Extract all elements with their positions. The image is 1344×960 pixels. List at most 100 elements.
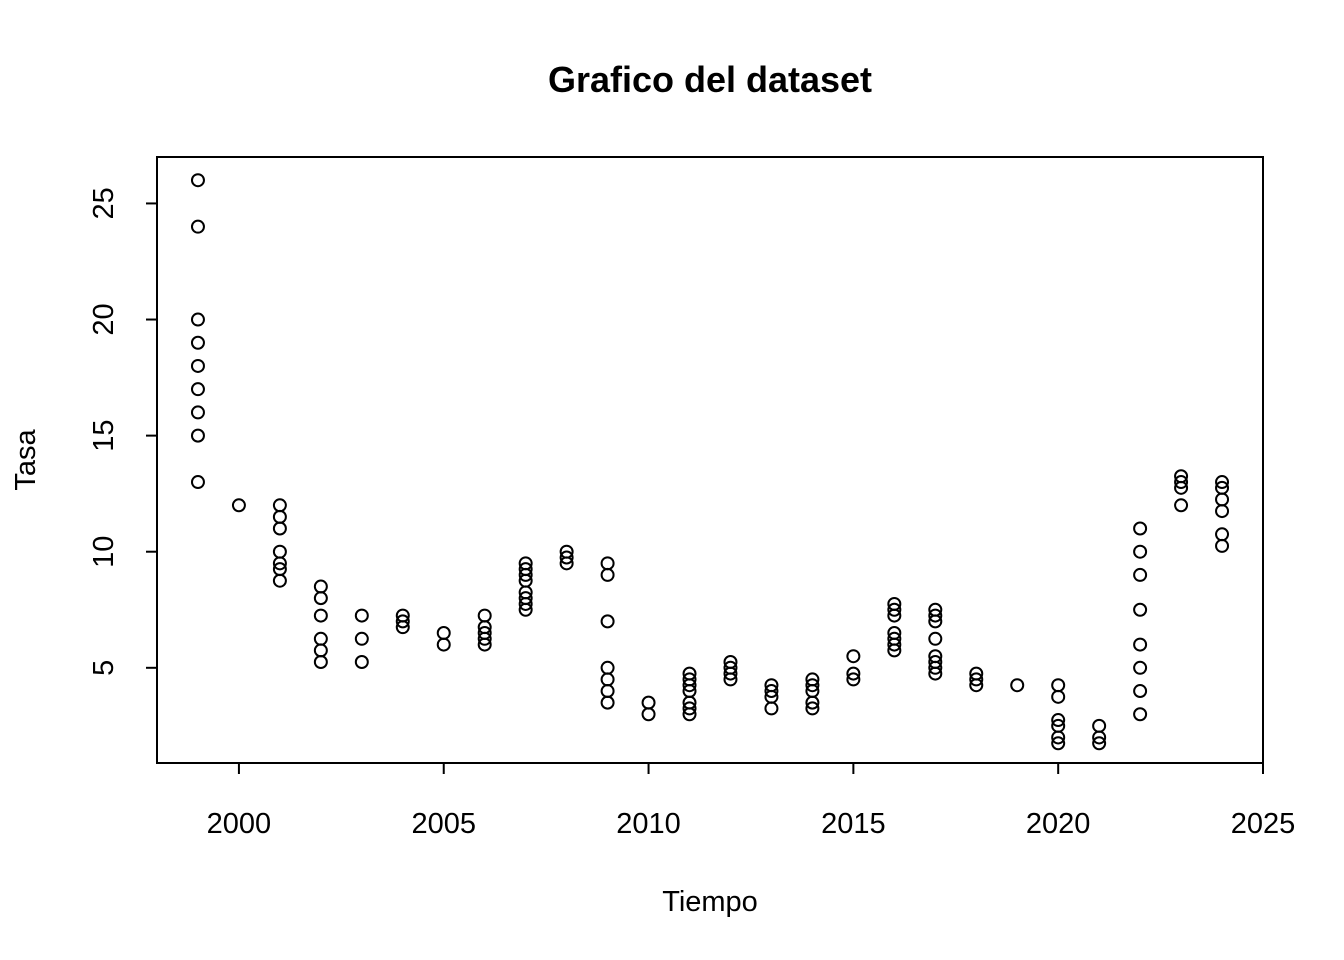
data-point bbox=[600, 556, 615, 571]
data-point bbox=[805, 701, 820, 716]
data-point bbox=[1174, 498, 1189, 513]
data-point bbox=[1051, 678, 1066, 693]
data-point bbox=[1215, 527, 1230, 542]
data-point bbox=[272, 498, 287, 513]
data-point bbox=[190, 173, 205, 188]
y-tick-label: 25 bbox=[88, 187, 120, 219]
data-point bbox=[190, 428, 205, 443]
x-axis: 2000 2005 2010 2015 2020 2025 bbox=[207, 762, 1295, 840]
data-point bbox=[1092, 730, 1107, 745]
data-point bbox=[272, 521, 287, 536]
data-point bbox=[231, 498, 246, 513]
y-axis: 5 10 15 20 25 bbox=[88, 187, 158, 676]
data-point bbox=[1174, 480, 1189, 495]
data-point bbox=[1215, 504, 1230, 519]
x-tick-label: 2010 bbox=[616, 808, 681, 840]
data-point bbox=[1174, 475, 1189, 490]
y-tick-label: 5 bbox=[88, 660, 120, 676]
data-point bbox=[1051, 730, 1066, 745]
data-point bbox=[1092, 718, 1107, 733]
data-point bbox=[1133, 707, 1148, 722]
data-point bbox=[313, 643, 328, 658]
data-point bbox=[928, 666, 943, 681]
data-points bbox=[190, 173, 1230, 751]
data-point bbox=[190, 382, 205, 397]
data-point bbox=[887, 608, 902, 623]
data-point bbox=[1133, 684, 1148, 699]
data-point bbox=[190, 312, 205, 327]
data-point bbox=[1133, 567, 1148, 582]
data-point bbox=[682, 678, 697, 693]
y-tick-label: 10 bbox=[88, 536, 120, 568]
data-point bbox=[1051, 689, 1066, 704]
data-point bbox=[682, 701, 697, 716]
data-point bbox=[272, 573, 287, 588]
data-point bbox=[190, 219, 205, 234]
data-point bbox=[723, 666, 738, 681]
data-point bbox=[1215, 475, 1230, 490]
data-point bbox=[887, 637, 902, 652]
data-point bbox=[518, 596, 533, 611]
data-point bbox=[1215, 538, 1230, 553]
data-point bbox=[190, 335, 205, 350]
data-point bbox=[928, 608, 943, 623]
data-point bbox=[846, 666, 861, 681]
data-point bbox=[600, 567, 615, 582]
data-point bbox=[1133, 660, 1148, 675]
data-point bbox=[354, 631, 369, 646]
data-point bbox=[436, 637, 451, 652]
data-point bbox=[1133, 544, 1148, 559]
data-point bbox=[190, 358, 205, 373]
data-point bbox=[641, 707, 656, 722]
y-tick-label: 20 bbox=[88, 303, 120, 335]
data-point bbox=[1133, 602, 1148, 617]
chart-title: Grafico del dataset bbox=[548, 59, 872, 100]
data-point bbox=[313, 631, 328, 646]
data-point bbox=[600, 660, 615, 675]
x-axis-label: Tiempo bbox=[662, 886, 758, 918]
y-axis-label: Tasa bbox=[10, 429, 42, 491]
data-point bbox=[559, 556, 574, 571]
data-point bbox=[272, 509, 287, 524]
data-point bbox=[969, 678, 984, 693]
data-point bbox=[805, 678, 820, 693]
data-point bbox=[272, 544, 287, 559]
data-point bbox=[641, 695, 656, 710]
plot-frame bbox=[156, 156, 1264, 764]
data-point bbox=[600, 684, 615, 699]
data-point bbox=[354, 655, 369, 669]
data-point bbox=[1133, 637, 1148, 652]
data-point bbox=[600, 695, 615, 710]
data-point bbox=[1051, 736, 1066, 751]
data-point bbox=[518, 567, 533, 582]
data-point bbox=[1010, 678, 1025, 693]
y-tick-label: 15 bbox=[88, 419, 120, 451]
x-tick-label: 2020 bbox=[1026, 808, 1091, 840]
data-point bbox=[477, 637, 492, 652]
data-point bbox=[477, 608, 492, 623]
data-point bbox=[764, 684, 779, 699]
data-point bbox=[600, 672, 615, 687]
data-point bbox=[272, 556, 287, 571]
data-point bbox=[887, 643, 902, 658]
data-point bbox=[313, 608, 328, 623]
data-point bbox=[395, 620, 410, 635]
data-point bbox=[313, 655, 328, 669]
data-point bbox=[928, 660, 943, 675]
data-point bbox=[805, 695, 820, 710]
data-point bbox=[969, 672, 984, 687]
x-tick-label: 2015 bbox=[821, 808, 886, 840]
data-point bbox=[887, 602, 902, 617]
data-point bbox=[928, 631, 943, 646]
data-point bbox=[436, 625, 451, 640]
data-point bbox=[723, 672, 738, 687]
data-point bbox=[846, 649, 861, 664]
data-point bbox=[395, 614, 410, 629]
data-point bbox=[846, 672, 861, 687]
data-point bbox=[354, 608, 369, 623]
data-point bbox=[1133, 521, 1148, 536]
x-tick-label: 2000 bbox=[207, 808, 272, 840]
data-point bbox=[600, 614, 615, 629]
data-point bbox=[313, 591, 328, 606]
